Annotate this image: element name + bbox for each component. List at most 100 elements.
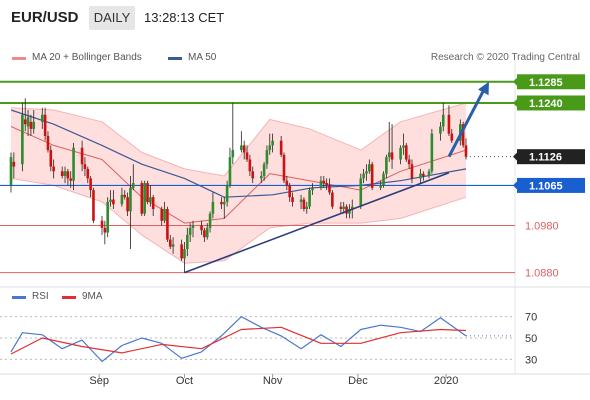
- candle-body: [100, 220, 104, 228]
- candle-body: [208, 213, 212, 228]
- candle-body: [231, 150, 235, 158]
- candle-body: [63, 171, 67, 176]
- candle-body: [404, 145, 408, 160]
- price-panel: 1.1285 1.1240 1.1126 1.1065 1.0980 1.0880: [0, 60, 590, 374]
- candle-body: [399, 147, 402, 160]
- candle-body: [160, 208, 164, 221]
- level-label-1.1285: 1.1285: [529, 77, 563, 89]
- candle-body: [171, 244, 175, 247]
- candle-body: [430, 133, 434, 172]
- projection-arrow-shaft: [447, 87, 487, 158]
- candle-body: [345, 206, 348, 214]
- candle-body: [339, 206, 343, 209]
- rsi-ma-legend-swatch: [62, 296, 76, 299]
- candle-body: [427, 171, 431, 176]
- candle-body: [370, 164, 374, 188]
- x-tick-label-Sep: Sep: [89, 375, 109, 387]
- x-tick-label-Oct: Oct: [176, 375, 193, 387]
- candle-body: [450, 133, 454, 141]
- candle-body: [200, 225, 203, 231]
- level-label-1.1240: 1.1240: [529, 98, 563, 110]
- candle-body: [325, 183, 328, 186]
- candle-body: [331, 192, 334, 207]
- level-label-1.0880: 1.0880: [525, 268, 559, 280]
- candle-body: [251, 171, 255, 179]
- x-tick-label-2020: 2020: [434, 375, 458, 387]
- candle-body: [379, 185, 382, 188]
- candle-body: [163, 208, 166, 221]
- level-tag-1.1285: [517, 74, 585, 90]
- bollinger-upper-line: [10, 102, 467, 177]
- candle-body: [92, 190, 95, 221]
- level-tag-1.1126: [517, 149, 585, 165]
- candle-body: [143, 183, 146, 214]
- candle-body: [407, 159, 411, 165]
- candle-body: [365, 171, 368, 174]
- candle-body: [259, 176, 263, 179]
- candle-body: [268, 145, 272, 151]
- candle-body: [288, 185, 291, 198]
- candle-body: [422, 173, 425, 176]
- candle-body: [69, 178, 73, 181]
- candle-body: [66, 171, 70, 179]
- candle-body: [43, 114, 47, 136]
- candle-body: [359, 178, 363, 207]
- candle-body: [248, 159, 252, 172]
- candle-body: [109, 199, 112, 202]
- level-tag-1.1065: [517, 177, 585, 193]
- rsi-ma-line: [10, 326, 467, 355]
- candle-body: [191, 225, 195, 228]
- candle-body: [447, 114, 451, 134]
- candle-body: [464, 145, 468, 157]
- candle-body: [319, 180, 323, 188]
- candle-body: [390, 152, 394, 160]
- candle-body: [166, 208, 169, 240]
- candle-body: [205, 227, 209, 238]
- candle-body: [106, 201, 109, 233]
- rsi-legend-label: RSI: [32, 291, 49, 302]
- candle-body: [328, 185, 331, 193]
- projection-arrow-head: [477, 81, 489, 96]
- bollinger-legend-label: MA 20 + Bollinger Bands: [32, 52, 142, 63]
- candle-body: [89, 178, 92, 191]
- candle-body: [183, 249, 186, 259]
- bollinger-legend-swatch: [12, 57, 26, 60]
- candle-body: [211, 201, 215, 214]
- candle-body: [291, 197, 294, 202]
- timeframe-badge[interactable]: DAILY: [89, 6, 135, 30]
- candle-body: [265, 150, 269, 165]
- candle-body: [302, 199, 306, 209]
- candle-body: [49, 150, 53, 167]
- candle-body: [322, 180, 326, 184]
- candle-body: [348, 208, 351, 214]
- candle-body: [368, 164, 371, 172]
- candle-body: [151, 197, 155, 209]
- candle-body: [299, 199, 303, 202]
- candle-body: [228, 157, 232, 186]
- candle-body: [225, 185, 229, 202]
- ma50-legend-swatch: [168, 57, 182, 60]
- candle-body: [86, 168, 90, 179]
- candles: [9, 98, 468, 273]
- candle-body: [140, 183, 144, 214]
- candle-body: [126, 197, 129, 212]
- candle-body: [305, 206, 309, 209]
- candle-body: [382, 173, 385, 186]
- rsi-tick-label-30: 30: [525, 354, 537, 366]
- candle-body: [83, 164, 87, 169]
- candle-body: [146, 183, 149, 202]
- clock-label: 13:28:13 CET: [144, 10, 225, 25]
- candle-body: [402, 145, 405, 148]
- candle-body: [419, 173, 422, 179]
- candle-body: [80, 147, 84, 165]
- candle-body: [52, 166, 55, 172]
- rsi-legend-swatch: [12, 296, 26, 299]
- candle-body: [29, 121, 33, 129]
- candle-body: [21, 114, 24, 165]
- x-tick-label-Dec: Dec: [348, 375, 368, 387]
- candle-body: [282, 154, 286, 181]
- candle-body: [168, 239, 172, 247]
- candle-body: [26, 117, 30, 127]
- rsi-line: [10, 316, 467, 363]
